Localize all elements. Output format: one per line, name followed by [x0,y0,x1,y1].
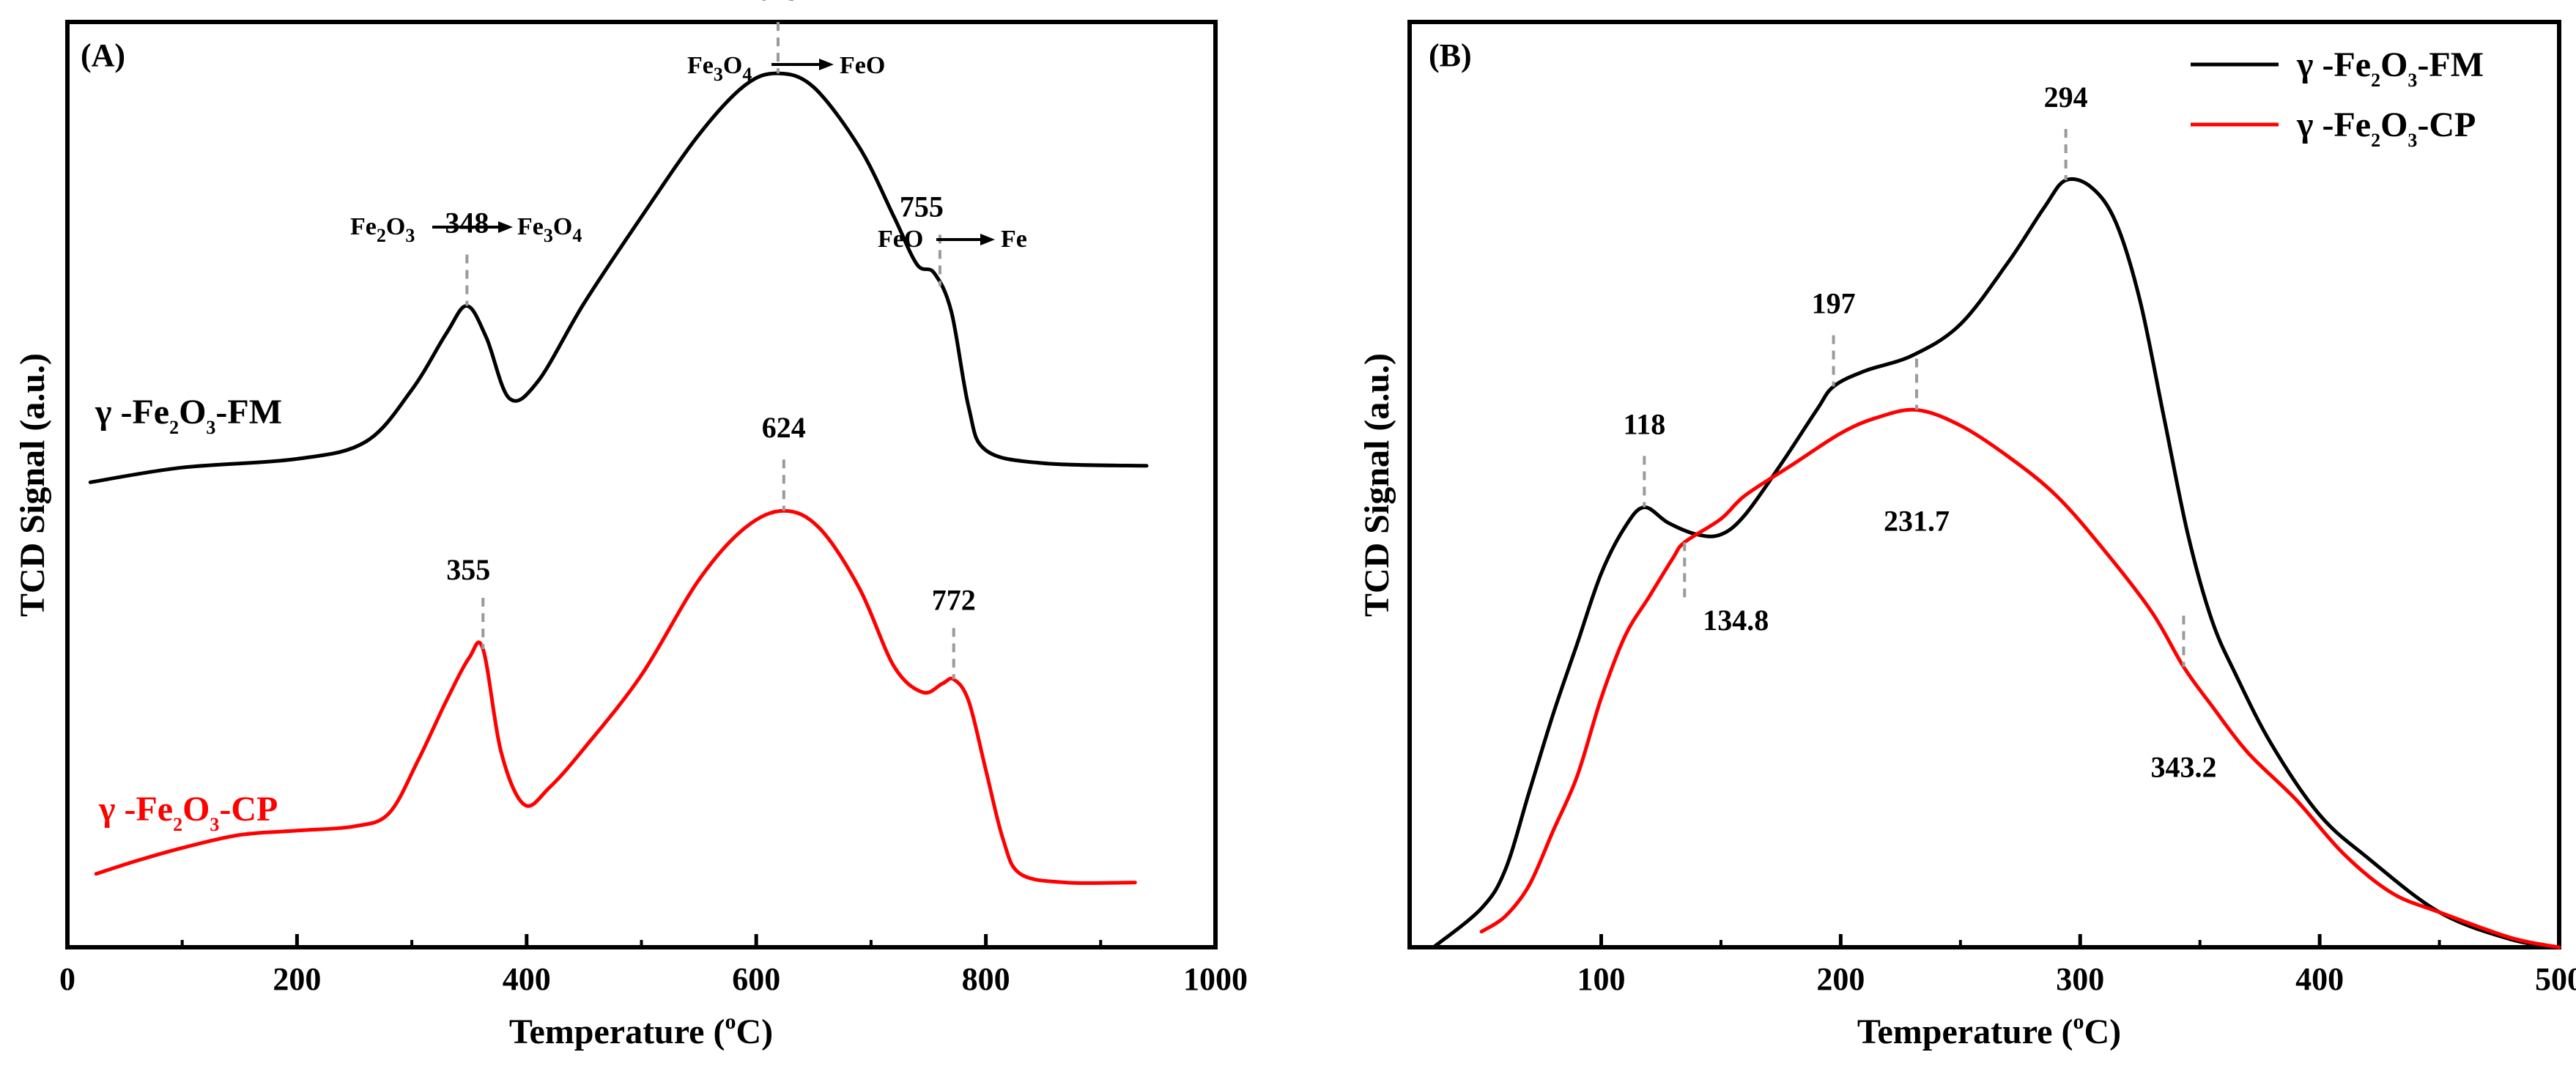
peak-label: 355 [446,553,490,586]
panel-a-series-fm-label: γ -Fe2O3-FM [95,393,282,438]
annotation-fe2o3-to-fe3o4: Fe2O3 Fe3O4 [350,213,582,246]
panel-a-x-tick-label: 1000 [1183,961,1248,997]
panel-b-y-axis-label: TCD Signal (a.u.) [1358,353,1396,617]
peak-label: 624 [762,411,806,444]
panel-a-x-tick-label: 200 [273,961,321,997]
peak-label: 294 [2044,81,2088,114]
panel-b-x-tick-label: 500 [2535,961,2576,997]
panel-b-legend: γ -Fe2O3-FM γ -Fe2O3-CP [2191,45,2484,151]
peak-label: 755 [900,190,944,223]
panel-b-x-tick-label: 400 [2295,961,2344,997]
peak-label: 231.7 [1884,505,1950,538]
panel-b-peak-labels: 118 197 294 134.8 231.7 343.2 [1623,81,2216,783]
svg-text:Fe2O3: Fe2O3 [350,213,415,246]
panel-a-label: (A) [81,37,125,73]
panel-a-x-axis-label: Temperature (oC) [509,1010,773,1051]
panel-b-x-tick-label: 200 [1816,961,1865,997]
peak-label: 343.2 [2150,750,2216,783]
panel-b-label: (B) [1429,37,1472,73]
panel-b-series-cp-line [1479,407,2561,949]
peak-label: 134.8 [1703,604,1769,637]
peak-label: 118 [1623,407,1665,440]
panel-b-frame [1407,20,2561,949]
panel-a: (A) 0 200 400 600 800 1000 Temperature (oC) T… [13,0,1248,1051]
panel-b-series-fm-line [1432,177,2561,949]
svg-text:FeO: FeO [878,226,923,253]
panel-b-x-tick-label: 300 [2056,961,2104,997]
panel-a-x-tick-label: 400 [503,961,551,997]
panel-a-y-axis-label: TCD Signal (a.u.) [13,353,52,617]
panel-a-peak-labels: 348 619 755 355 624 772 [445,0,976,680]
peak-label: 619 [756,0,800,7]
panel-a-x-tick-label: 800 [962,961,1010,997]
panel-a-x-ticks: 0 200 400 600 800 1000 [59,934,1248,997]
annotation-feo-to-fe: FeO Fe [878,226,1027,253]
panel-b-x-ticks: 100 200 300 400 500 [1577,934,2576,997]
legend-cp-label: γ -Fe2O3-CP [2296,105,2476,151]
legend-fm-label: γ -Fe2O3-FM [2296,45,2484,91]
peak-label: 197 [1812,287,1856,320]
panel-a-series-cp-label: γ -Fe2O3-CP [98,790,278,835]
svg-text:Fe3O4: Fe3O4 [517,213,582,246]
panel-b: (B) 100 200 300 400 500 Temperature (oC) TCD… [1358,20,2576,1051]
panel-b-x-tick-label: 100 [1577,961,1626,997]
panel-a-x-tick-label: 0 [59,961,75,997]
panel-a-x-tick-label: 600 [732,961,780,997]
annotation-fe3o4-to-feo: Fe3O4 FeO [687,52,885,85]
svg-text:Fe3O4: Fe3O4 [687,52,752,85]
panel-b-x-axis-label: Temperature (oC) [1857,1010,2121,1051]
panel-a-series-fm-line [88,71,1149,484]
svg-text:FeO: FeO [840,52,885,79]
peak-label: 348 [445,207,489,240]
peak-label: 772 [932,583,976,616]
panel-a-series-cp-line [94,508,1137,885]
svg-text:Fe: Fe [1001,226,1027,253]
